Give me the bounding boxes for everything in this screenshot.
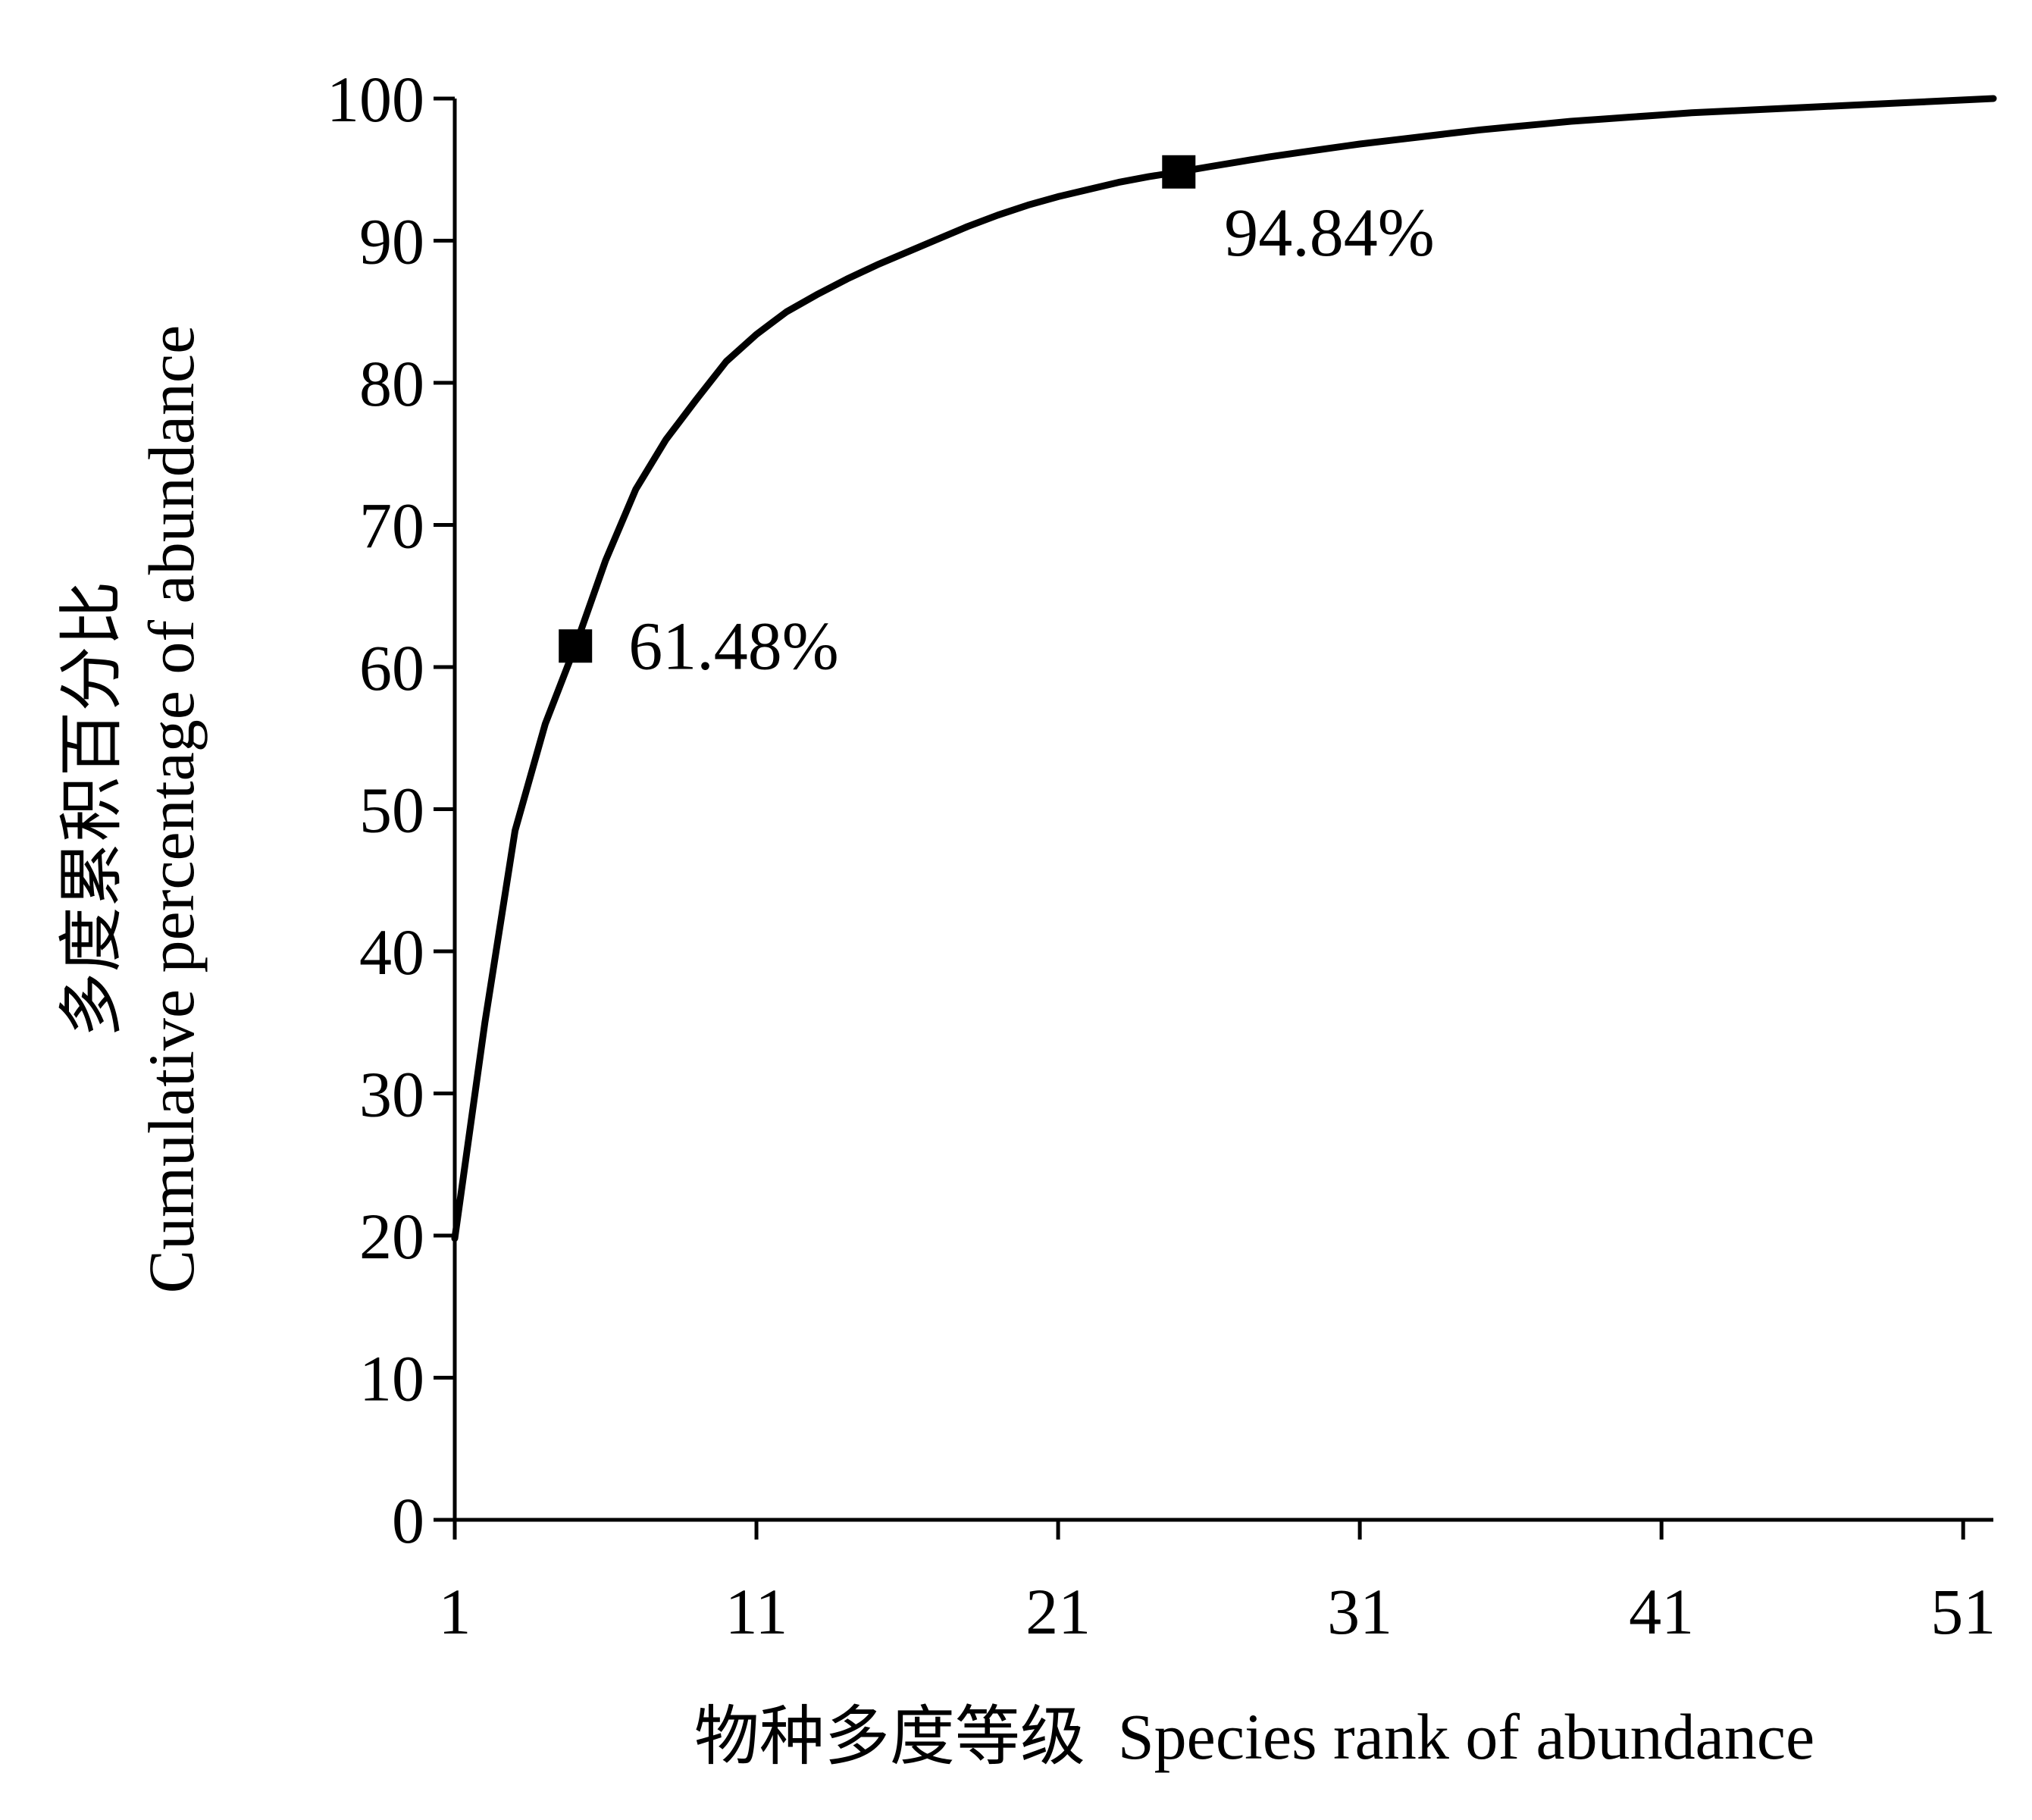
y-tick-label: 90 <box>359 205 424 278</box>
y-axis-title-en: Cumulative percentage of abundance <box>135 325 208 1294</box>
data-label: 94.84% <box>1224 196 1434 271</box>
data-label: 61.48% <box>628 609 838 684</box>
markers: 61.48% 94.84% <box>559 155 1435 684</box>
y-axis-title-cn: 多度累积百分比 <box>55 581 128 1038</box>
x-axis-title: 物种多度等级 Species rank of abundance <box>694 1700 1814 1773</box>
x-tick-label: 41 <box>1629 1575 1694 1648</box>
y-tick-label: 70 <box>359 490 424 562</box>
x-tick-label: 11 <box>725 1575 788 1648</box>
x-tick-label: 21 <box>1025 1575 1091 1648</box>
y-tick-label: 50 <box>359 774 424 847</box>
y-tick-label: 100 <box>327 63 424 136</box>
y-tick-label: 80 <box>359 347 424 420</box>
cumulative-abundance-line <box>451 95 1997 1242</box>
series-layer <box>451 95 1997 1242</box>
y-tick-label: 30 <box>359 1058 424 1131</box>
data-marker <box>1162 155 1196 189</box>
y-tick-label: 60 <box>359 631 424 704</box>
x-tick-label: 1 <box>439 1575 471 1648</box>
x-tick-label: 51 <box>1930 1575 1996 1648</box>
y-tick-label: 40 <box>359 916 424 988</box>
x-tick-label: 31 <box>1327 1575 1392 1648</box>
y-tick-label: 10 <box>359 1342 424 1415</box>
y-tick-label: 0 <box>392 1484 424 1557</box>
y-tick-label: 20 <box>359 1200 424 1273</box>
axes <box>452 99 1993 1522</box>
data-marker <box>559 629 593 663</box>
